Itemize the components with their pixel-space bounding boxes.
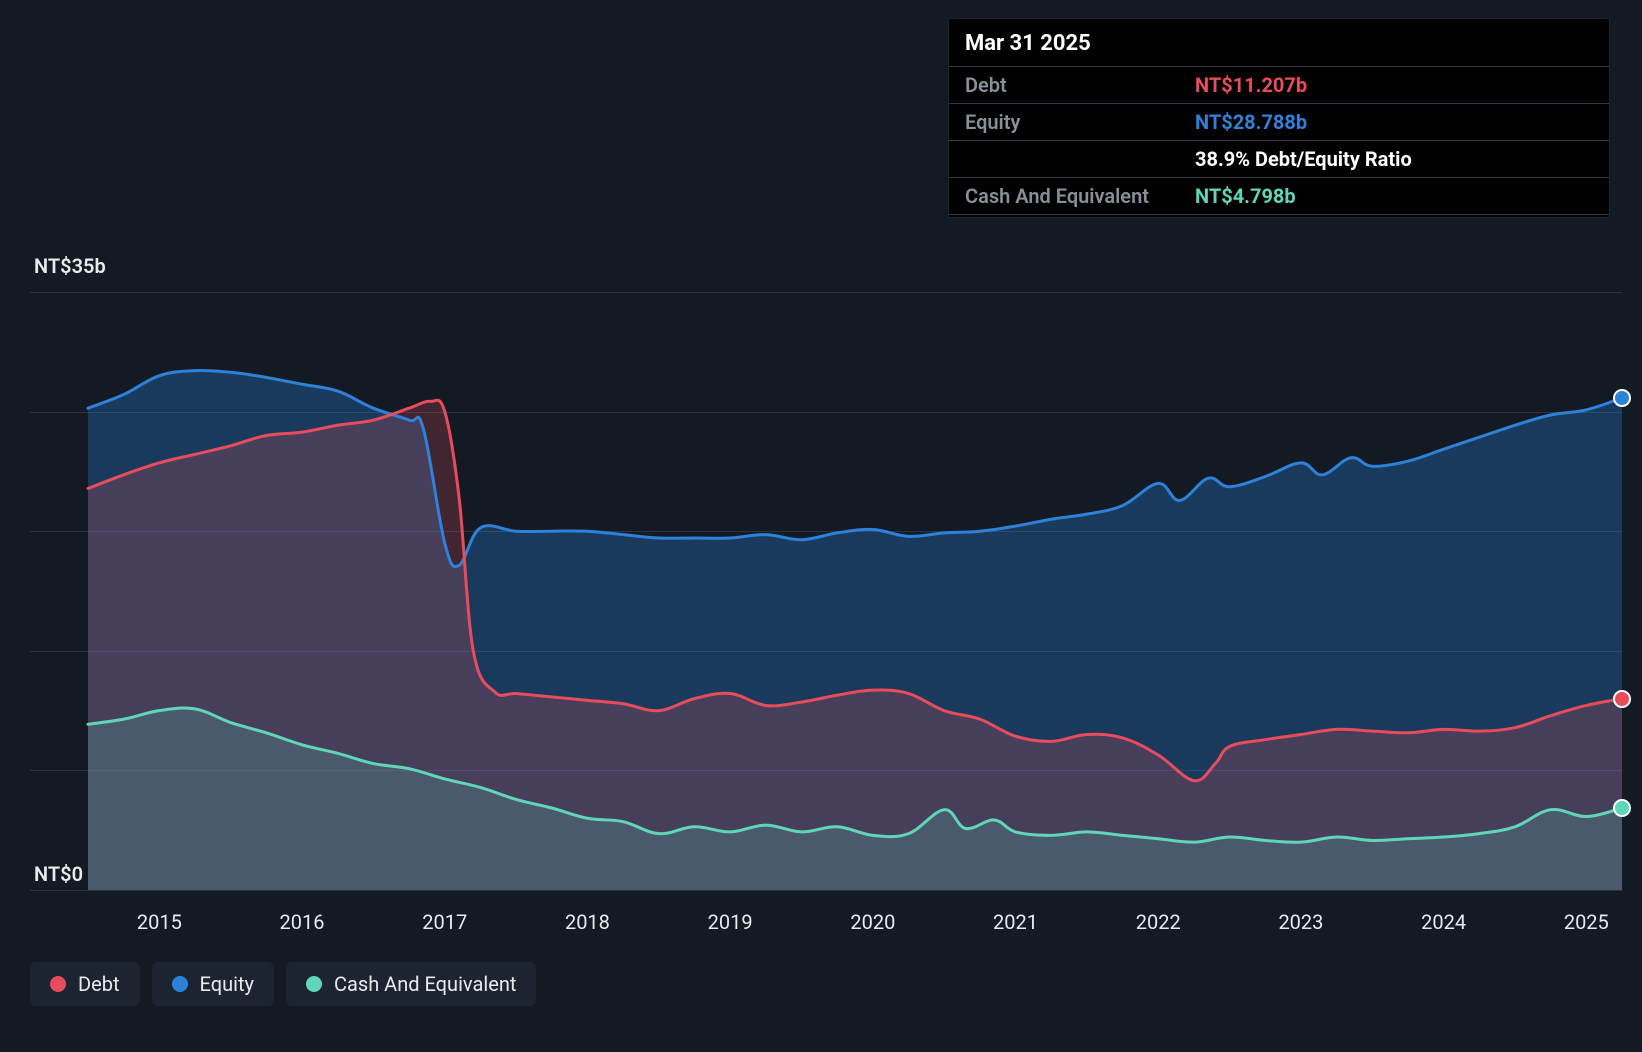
- x-axis-label: 2016: [280, 910, 325, 934]
- x-axis-label: 2019: [708, 910, 753, 934]
- tooltip-row: EquityNT$28.788b: [949, 104, 1609, 141]
- tooltip-row-label: Debt: [965, 73, 1195, 97]
- cash-end-marker: [1613, 799, 1631, 817]
- legend-item-debt[interactable]: Debt: [30, 962, 140, 1006]
- x-axis-label: 2025: [1564, 910, 1609, 934]
- x-axis-label: 2023: [1278, 910, 1323, 934]
- tooltip-row: 38.9% Debt/Equity Ratio: [949, 141, 1609, 178]
- legend-dot-icon: [172, 976, 188, 992]
- legend-item-label: Debt: [78, 972, 120, 996]
- x-axis-label: 2017: [422, 910, 467, 934]
- grid-line: [30, 890, 1622, 891]
- chart-container: NT$35b NT$0 2015201620172018201920202021…: [0, 0, 1642, 1052]
- legend-item-label: Equity: [200, 972, 254, 996]
- tooltip-row-value: NT$4.798b: [1195, 184, 1296, 208]
- tooltip-row-value: NT$28.788b: [1195, 110, 1307, 134]
- tooltip-row-label: Equity: [965, 110, 1195, 134]
- x-axis-label: 2015: [137, 910, 182, 934]
- x-axis-label: 2021: [993, 910, 1038, 934]
- tooltip-row-value: NT$11.207b: [1195, 73, 1307, 97]
- legend-item-equity[interactable]: Equity: [152, 962, 274, 1006]
- tooltip-date: Mar 31 2025: [949, 25, 1609, 67]
- tooltip-row: DebtNT$11.207b: [949, 67, 1609, 104]
- debt-end-marker: [1613, 690, 1631, 708]
- legend-dot-icon: [306, 976, 322, 992]
- chart-tooltip: Mar 31 2025 DebtNT$11.207bEquityNT$28.78…: [948, 18, 1610, 218]
- equity-end-marker: [1613, 389, 1631, 407]
- x-axis-label: 2018: [565, 910, 610, 934]
- tooltip-row-label: [965, 147, 1195, 171]
- x-axis-label: 2020: [850, 910, 895, 934]
- legend-dot-icon: [50, 976, 66, 992]
- tooltip-row-value: 38.9% Debt/Equity Ratio: [1195, 147, 1412, 171]
- x-axis-label: 2024: [1421, 910, 1466, 934]
- legend-item-cash-and-equivalent[interactable]: Cash And Equivalent: [286, 962, 536, 1006]
- legend-item-label: Cash And Equivalent: [334, 972, 516, 996]
- x-axis-label: 2022: [1136, 910, 1181, 934]
- tooltip-row-label: Cash And Equivalent: [965, 184, 1195, 208]
- tooltip-row: Cash And EquivalentNT$4.798b: [949, 178, 1609, 215]
- chart-legend: Debt Equity Cash And Equivalent: [30, 962, 536, 1006]
